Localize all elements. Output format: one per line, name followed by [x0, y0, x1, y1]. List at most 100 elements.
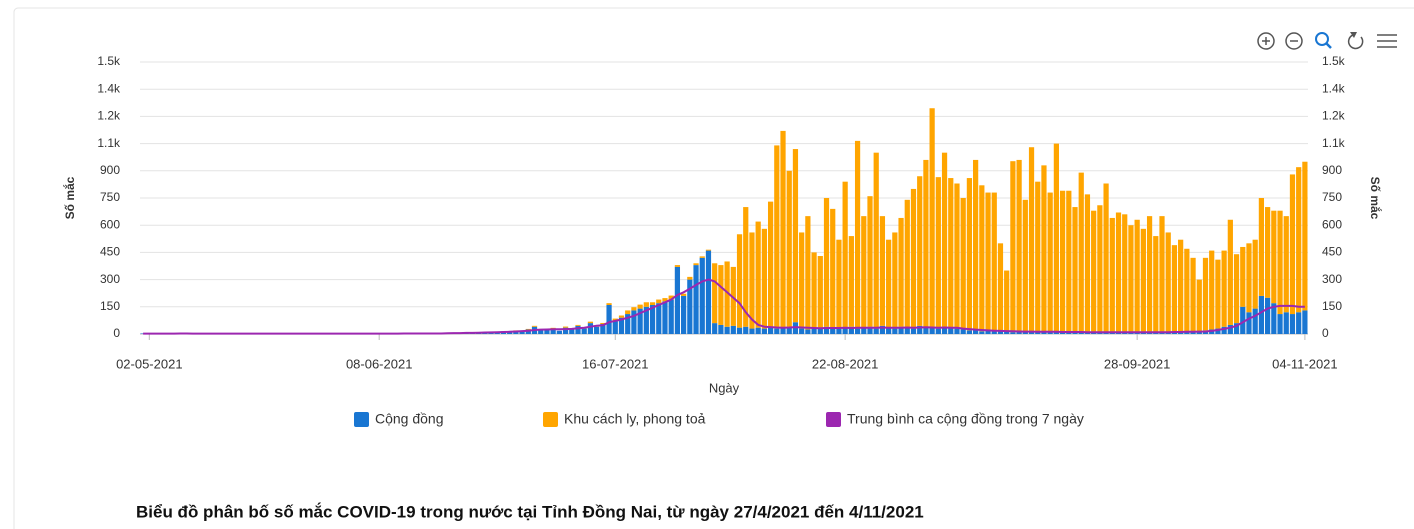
bar — [842, 181, 848, 328]
zoom-button[interactable] — [1315, 32, 1332, 49]
bar — [736, 327, 743, 334]
bar — [1246, 243, 1252, 313]
bar — [830, 208, 836, 328]
bar — [1227, 219, 1233, 325]
bar — [562, 326, 569, 328]
bar — [799, 232, 805, 329]
bar — [1041, 332, 1047, 334]
y-tick-label: 900 — [100, 163, 120, 177]
bar — [643, 306, 649, 334]
bar — [668, 299, 674, 334]
x-tick-label: 04-11-2021 — [1272, 356, 1338, 371]
bar — [1122, 214, 1128, 332]
y2-axis-label: Số mắc — [1368, 177, 1383, 220]
legend-marker — [543, 412, 558, 427]
bar — [575, 325, 581, 334]
bar — [861, 327, 867, 334]
bar — [724, 261, 730, 327]
bar — [898, 326, 904, 334]
y2-tick-label: 1.4k — [1322, 81, 1346, 95]
bar — [625, 314, 631, 334]
bar — [693, 265, 699, 334]
bar — [730, 325, 736, 334]
bar — [1215, 328, 1221, 334]
legend-label: Trung bình ca cộng đồng trong 7 ngày — [847, 411, 1084, 427]
bar — [569, 328, 575, 334]
bar — [1265, 207, 1271, 298]
zoom-in-button[interactable] — [1257, 32, 1275, 50]
y-tick-label: 450 — [100, 245, 120, 259]
bar — [1302, 161, 1308, 311]
bar — [681, 295, 687, 334]
bar — [1134, 219, 1140, 333]
line — [143, 278, 1305, 335]
bar — [973, 329, 979, 334]
bar — [1209, 250, 1215, 330]
bar — [948, 327, 954, 334]
bar — [1296, 312, 1302, 334]
bar — [805, 216, 811, 330]
bar — [1277, 210, 1283, 315]
bar — [1178, 239, 1184, 333]
bar — [910, 328, 917, 334]
bar — [848, 236, 854, 327]
bar — [538, 330, 544, 334]
bar — [1128, 225, 1134, 333]
bar — [1159, 216, 1165, 333]
bar — [1103, 183, 1109, 333]
bar — [879, 325, 886, 334]
bar — [873, 152, 879, 329]
menu-button[interactable] — [1377, 34, 1397, 48]
plot: 0 150 300 450 600 750 900 1.1k 1.2k 1.4k 1.5k 0 150 3… — [97, 54, 1346, 427]
bar — [1258, 295, 1265, 334]
bar — [1190, 257, 1196, 332]
bar — [550, 327, 556, 329]
bar — [941, 326, 948, 334]
bar — [743, 207, 749, 327]
bar — [562, 327, 569, 334]
bar — [1072, 207, 1078, 333]
bar — [861, 216, 867, 328]
reset-button[interactable] — [1347, 32, 1364, 50]
bar — [1072, 332, 1078, 334]
bar — [1097, 205, 1103, 332]
bar — [1066, 190, 1072, 333]
bar — [960, 198, 966, 330]
y-tick-label: 600 — [100, 217, 120, 231]
bar — [774, 145, 780, 329]
bar — [966, 178, 973, 331]
bar — [1196, 332, 1202, 334]
bar — [618, 317, 625, 334]
y-axis-label: Số mắc — [62, 176, 77, 219]
bar — [904, 327, 910, 334]
legend-item: Cộng đồng — [354, 411, 444, 427]
bar — [1258, 198, 1265, 296]
x-tick-label: 02-05-2021 — [116, 356, 183, 371]
bar — [1059, 332, 1066, 334]
zoom-out-button[interactable] — [1285, 32, 1303, 50]
y2-tick-label: 900 — [1322, 163, 1342, 177]
bar — [1184, 331, 1190, 334]
bar — [1016, 331, 1022, 334]
bar — [1016, 159, 1022, 332]
bar — [749, 232, 755, 329]
bar — [662, 301, 668, 334]
bar — [1277, 314, 1283, 334]
bar — [917, 176, 923, 326]
bar — [997, 243, 1004, 331]
bar — [886, 239, 892, 328]
bar — [674, 266, 681, 334]
y2-tick-label: 150 — [1322, 299, 1342, 313]
bar — [556, 330, 562, 334]
bar — [805, 329, 811, 334]
bar — [935, 177, 941, 329]
toolbar — [1257, 32, 1397, 50]
bar — [662, 298, 668, 302]
bar — [886, 327, 892, 334]
bar — [1059, 190, 1066, 333]
bar — [1053, 143, 1059, 332]
bar — [606, 303, 612, 305]
bar — [792, 322, 799, 334]
y-tick-label: 1.5k — [97, 54, 121, 68]
bar — [1004, 331, 1010, 334]
